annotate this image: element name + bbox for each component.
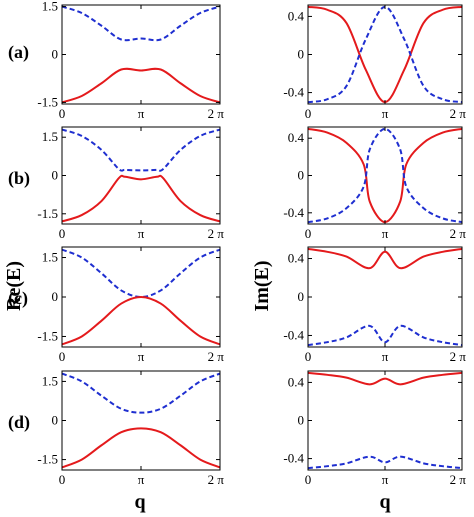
x-tick-label: 2 π (208, 106, 225, 121)
x-tick-label: π (138, 472, 145, 487)
y-tick-label: 0 (298, 289, 305, 304)
x-tick-label: π (382, 106, 389, 121)
y-tick-label: 0.4 (288, 130, 305, 145)
panel-label-d: (d) (8, 412, 30, 433)
blue-dashed-series (307, 127, 463, 224)
x-tick-label: π (382, 472, 389, 487)
y-tick-label: 0.4 (288, 8, 305, 23)
x-tick-label: 0 (59, 226, 66, 241)
y-tick-label: 0 (52, 413, 59, 428)
y-tick-label: -0.4 (283, 327, 304, 342)
x-tick-label: 2 π (208, 226, 225, 241)
x-title: q (134, 491, 145, 513)
red-solid-series (61, 67, 221, 104)
blue-dashed-series (307, 455, 463, 470)
plot-frame (307, 4, 463, 105)
x-tick-label: 0 (305, 472, 312, 487)
blue-dashed-series (61, 248, 221, 299)
y-tick-label: -0.4 (283, 205, 304, 220)
plot-frame (307, 246, 463, 348)
x-title-right: q (379, 491, 390, 513)
red-solid-series (61, 174, 221, 223)
red-solid-series (307, 127, 463, 224)
red-solid-series (61, 427, 221, 469)
plot-frame (307, 126, 463, 225)
y-title-right: Im(E) (251, 260, 273, 311)
x-tick-label: π (138, 106, 145, 121)
x-tick-label: 0 (305, 349, 312, 364)
y-tick-label: 1.5 (42, 0, 58, 14)
y-tick-label: -0.4 (283, 451, 304, 466)
y-tick-label: 0 (298, 47, 305, 62)
y-tick-label: -0.4 (283, 85, 304, 100)
red-solid-series (307, 247, 463, 270)
panel-label-c: (c) (8, 288, 28, 309)
x-tick-label: 2 π (450, 472, 467, 487)
y-tick-label: 1.5 (42, 129, 58, 144)
x-tick-label: π (138, 349, 145, 364)
x-tick-label: 0 (305, 226, 312, 241)
plot-frame (61, 126, 221, 225)
y-tick-label: 0 (52, 47, 59, 62)
y-tick-label: 0 (52, 168, 59, 183)
y-tick-label: -1.5 (37, 452, 58, 467)
y-tick-label: -1.5 (37, 94, 58, 109)
x-tick-label: 0 (59, 349, 66, 364)
y-tick-label: 0 (298, 168, 305, 183)
red-solid-series (61, 295, 221, 346)
x-tick-label: 2 π (450, 349, 467, 364)
red-solid-series (307, 5, 463, 104)
x-tick-label: π (382, 349, 389, 364)
blue-dashed-series (61, 128, 221, 172)
x-tick-label: 2 π (450, 226, 467, 241)
plot-frame (61, 370, 221, 471)
y-tick-label: 0.4 (288, 251, 305, 266)
panel-label-a: (a) (8, 42, 29, 63)
x-tick-label: π (382, 226, 389, 241)
x-tick-label: 2 π (450, 106, 467, 121)
y-tick-label: -1.5 (37, 328, 58, 343)
x-tick-label: 0 (59, 472, 66, 487)
panel-label-b: (b) (8, 168, 30, 189)
blue-dashed-series (307, 5, 463, 104)
plot-frame (61, 4, 221, 105)
x-tick-label: 0 (305, 106, 312, 121)
y-tick-label: 1.5 (42, 373, 58, 388)
y-tick-label: 0 (52, 289, 59, 304)
red-solid-series (307, 371, 463, 386)
plot-frame (307, 370, 463, 471)
y-tick-label: -1.5 (37, 206, 58, 221)
x-tick-label: π (138, 226, 145, 241)
blue-dashed-series (61, 372, 221, 414)
y-tick-label: 0.4 (288, 374, 305, 389)
y-tick-label: 0 (298, 413, 305, 428)
blue-dashed-series (307, 324, 463, 347)
blue-dashed-series (61, 5, 221, 42)
y-tick-label: 1.5 (42, 250, 58, 265)
x-tick-label: 2 π (208, 472, 225, 487)
x-tick-label: 0 (59, 106, 66, 121)
y-title-left: Re(E) (3, 261, 25, 311)
x-tick-label: 2 π (208, 349, 225, 364)
